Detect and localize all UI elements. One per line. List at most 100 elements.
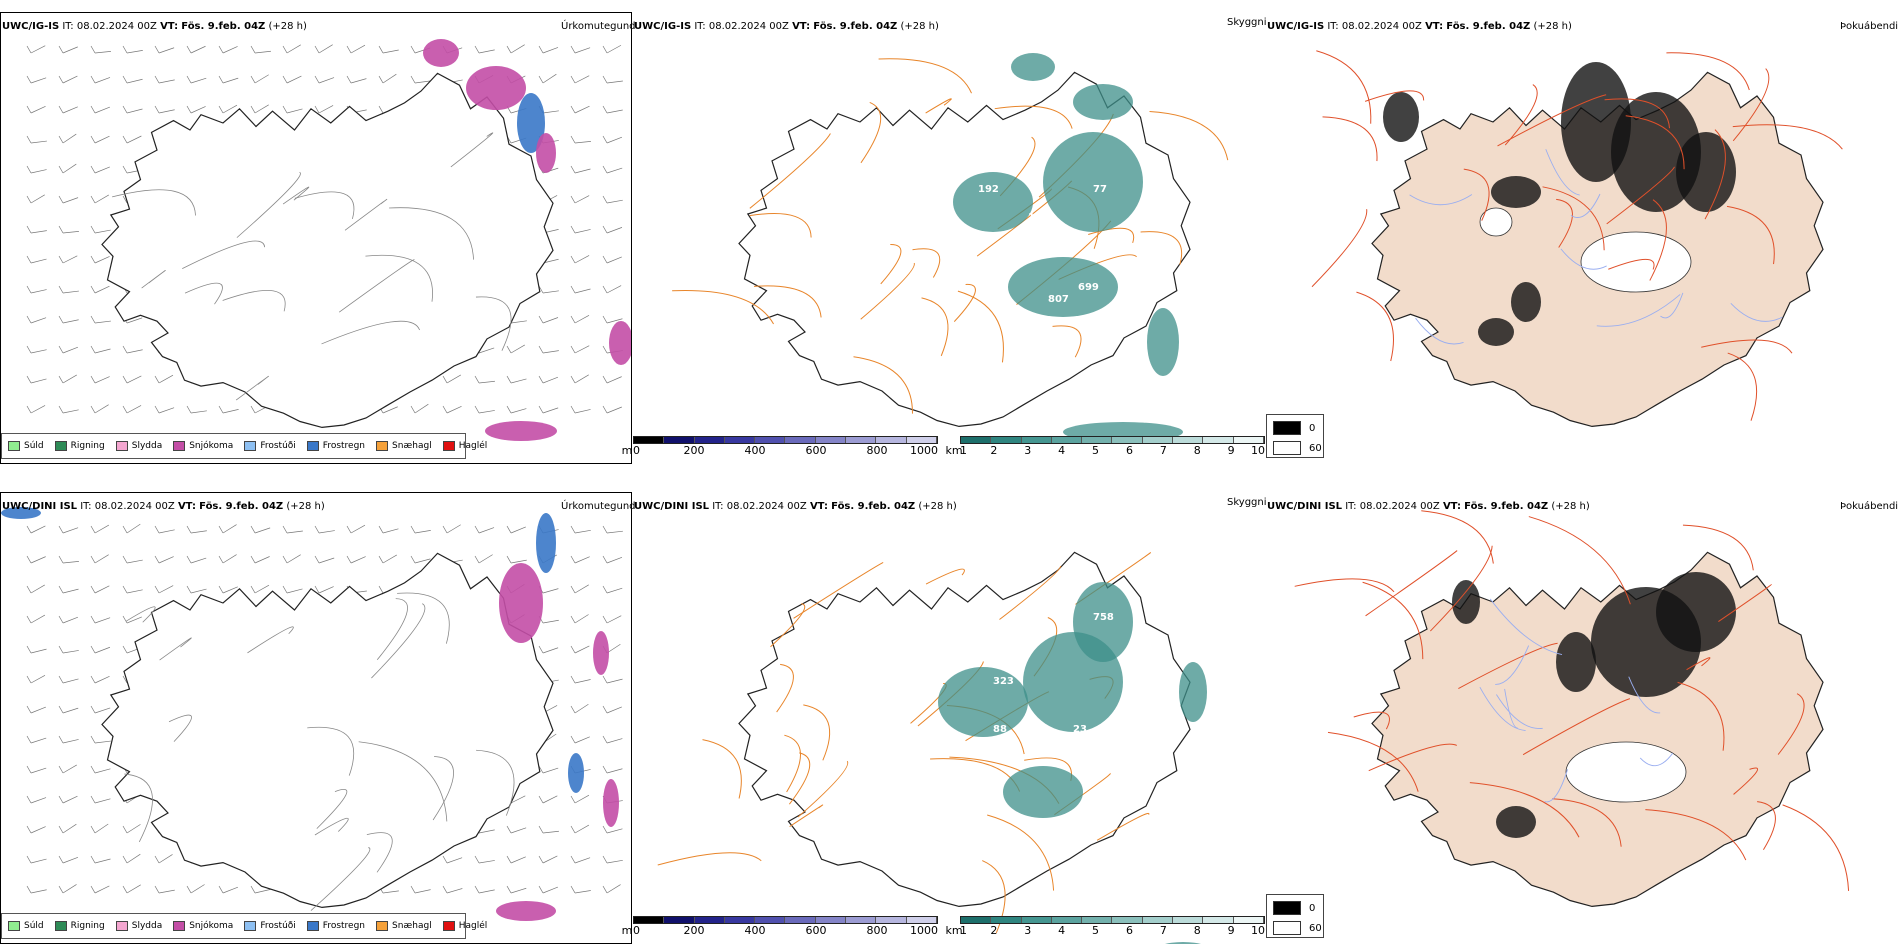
ceiling-value-label: 699	[1078, 282, 1099, 293]
colorbar-cell	[846, 917, 877, 923]
fog-scale-row: 0	[1273, 421, 1323, 435]
colorbar-tick-label: 600	[805, 444, 827, 457]
roads	[657, 552, 1152, 934]
ceiling-value-label: 23	[1073, 724, 1087, 735]
colorbar-unit: km	[945, 444, 963, 457]
legend-item-6: Snæhagl	[376, 441, 432, 451]
ceiling-value-labels: 192 138 77 427 699 807 215	[953, 184, 1144, 305]
colorbar-cell	[961, 917, 992, 923]
fog-scale-label: 0	[1309, 422, 1316, 434]
colorbar-cell	[991, 917, 1022, 923]
legend-swatch	[244, 921, 257, 931]
colorbar-tick-label: 7	[1159, 924, 1167, 937]
header-row1-fog: UWC/IG-IS IT: 08.02.2024 00Z VT: Fös. 9.…	[1267, 21, 1572, 32]
roads	[1294, 510, 1850, 891]
colorbar-cell	[991, 437, 1022, 443]
colorbar-cell	[724, 437, 756, 443]
colorbar-ticks: 0 200 400 600 800 1000 m	[622, 444, 938, 458]
colorbar-cell	[1082, 917, 1113, 923]
ceiling-value-label: 323	[993, 676, 1014, 687]
colorbar-tick-label: 8	[1193, 924, 1201, 937]
header-row1-ceiling: UWC/IG-IS IT: 08.02.2024 00Z VT: Fös. 9.…	[634, 21, 939, 32]
panel-fog-dini	[1266, 492, 1900, 944]
fog-scale-box-1: 0 60	[1266, 414, 1324, 458]
legend-label: Rigning	[70, 441, 105, 451]
colorbar-cell	[1203, 437, 1234, 443]
colorbar-tick-label: 9	[1227, 444, 1235, 457]
legend-item-7: Haglél	[442, 921, 487, 931]
legend-label: Snjókoma	[189, 921, 234, 931]
colorbar-cell	[1082, 437, 1113, 443]
iceland-coastline	[101, 72, 554, 429]
colorbar-unit: km	[945, 924, 963, 937]
colorbar-cell	[1173, 437, 1204, 443]
colorbar-ticks: 0 200 400 600 800 1000 m	[622, 924, 938, 938]
visibility-colorbar-2: 1 2 3 4 5 6 7 8 9 10 km	[945, 916, 1265, 938]
legend-label: Snæhagl	[392, 441, 432, 451]
legend-item-3: Snjókoma	[173, 441, 233, 451]
colorbar-cell	[785, 917, 816, 923]
legend-item-4: Frostúði	[244, 441, 296, 451]
legend-item-6: Snæhagl	[376, 921, 432, 931]
ceiling-value-label: 215	[1123, 259, 1144, 270]
colorbar-cell	[694, 437, 725, 443]
visibility-areas	[938, 582, 1207, 944]
colorbar-cell	[1051, 437, 1083, 443]
legend-swatch	[442, 921, 455, 931]
iceland-coastline	[101, 552, 554, 909]
colorbar-tick-label: 3	[1024, 924, 1032, 937]
legend-label: Frostúði	[260, 921, 296, 931]
colorbar-cell	[815, 917, 847, 923]
roads	[1311, 50, 1843, 421]
colorbar-tick-label: 2	[990, 924, 998, 937]
colorbar-cell	[1021, 917, 1052, 923]
colorbar-unit: m	[621, 444, 633, 457]
colorbar-cell	[1203, 917, 1234, 923]
ceiling-value-label: 138	[1028, 212, 1049, 223]
legend-item-5: Frostregn	[306, 441, 365, 451]
header-row2-fog: UWC/DINI ISL IT: 08.02.2024 00Z VT: Fös.…	[1267, 501, 1590, 512]
title-fog-2: Þokuábendi	[1840, 501, 1899, 512]
panel-precip-type-dini: Súld Rigning Slydda Snjókoma Frostúði Frostre…	[0, 492, 632, 944]
ceiling-value-label: 427	[953, 239, 974, 250]
colorbar-ticks: 1 2 3 4 5 6 7 8 9 10 km	[945, 924, 1265, 938]
legend-label: Slydda	[131, 921, 163, 931]
colorbar-tick-label: 400	[744, 924, 766, 937]
legend-item-7: Haglél	[442, 441, 487, 451]
colorbar-cell	[961, 437, 992, 443]
colorbar-cell	[1142, 437, 1174, 443]
colorbar-cell	[755, 437, 786, 443]
ceiling-value-label: 306	[1113, 709, 1134, 720]
fog-scale-row: 0	[1273, 901, 1323, 915]
precip-areas	[1, 507, 619, 921]
legend-swatch	[173, 441, 186, 451]
map-iceland-precip-1	[1, 13, 631, 463]
legend-item-1: Rigning	[54, 441, 105, 451]
precip-legend-2: Súld Rigning Slydda Snjókoma Frostúði Frostre…	[1, 913, 487, 939]
fog-scale-row: 60	[1273, 441, 1323, 455]
ceiling-value-label: 758	[1093, 612, 1114, 623]
map-iceland-precip-2	[1, 493, 631, 943]
colorbar-cell	[664, 917, 695, 923]
colorbar-tick-label: 7	[1159, 444, 1167, 457]
colorbar-cell	[1142, 917, 1174, 923]
legend-item-1: Rigning	[54, 921, 105, 931]
colorbar-tick-label: 0	[633, 444, 640, 457]
roads	[124, 592, 515, 911]
fog-scale-swatch	[1273, 901, 1301, 915]
panel-fog-igis	[1266, 12, 1900, 464]
fog-scale-box-2: 0 60	[1266, 894, 1324, 938]
colorbar-strip	[960, 436, 1265, 444]
legend-label: Frostregn	[322, 921, 366, 931]
legend-swatch	[442, 441, 455, 451]
colorbar-tick-label: 4	[1058, 444, 1066, 457]
colorbar-unit: m	[621, 924, 633, 937]
colorbar-cell	[876, 917, 907, 923]
legend-item-3: Snjókoma	[173, 921, 233, 931]
title-ceiling: Skyggni	[1227, 17, 1267, 28]
header-row1-precip: UWC/IG-IS IT: 08.02.2024 00Z VT: Fös. 9.…	[2, 21, 307, 32]
colorbar-tick-label: 200	[683, 444, 705, 457]
colorbar-cell	[876, 437, 907, 443]
